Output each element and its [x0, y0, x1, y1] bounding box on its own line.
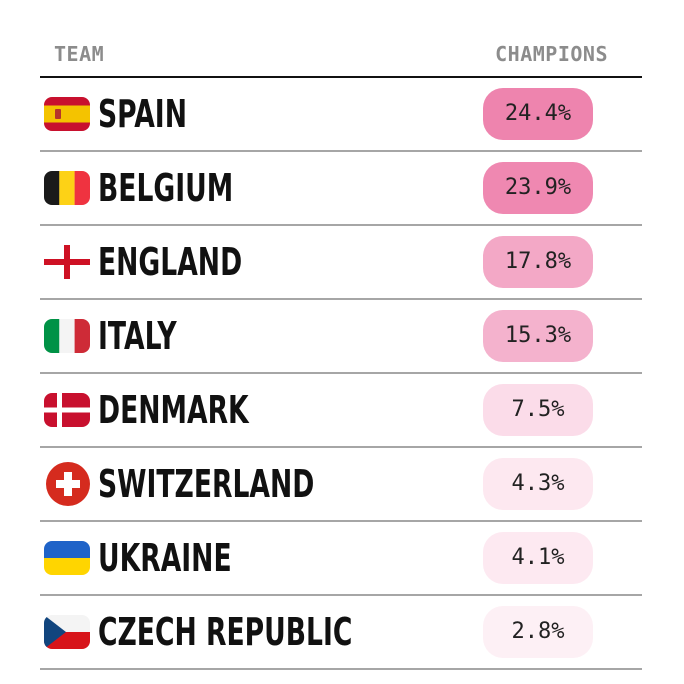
champions-percent-badge: 17.8%	[483, 236, 593, 288]
table-row: ENGLAND 17.8%	[40, 226, 642, 300]
table-row: CZECH REPUBLIC 2.8%	[40, 596, 642, 670]
denmark-flag-icon	[44, 393, 90, 427]
champions-percent-badge: 7.5%	[483, 384, 593, 436]
champions-percent-badge: 4.1%	[483, 532, 593, 584]
england-flag-icon	[44, 245, 90, 279]
team-name: ENGLAND	[98, 240, 243, 284]
champions-percent-badge: 15.3%	[483, 310, 593, 362]
table-row: ITALY 15.3%	[40, 300, 642, 374]
champions-percent-badge: 23.9%	[483, 162, 593, 214]
champions-percent-badge: 4.3%	[483, 458, 593, 510]
czech-republic-flag-icon	[44, 615, 90, 649]
team-name: SWITZERLAND	[98, 462, 315, 506]
table-row: DENMARK 7.5%	[40, 374, 642, 448]
team-column-header: TEAM	[54, 42, 105, 66]
champions-percent-badge: 24.4%	[483, 88, 593, 140]
spain-flag-icon	[44, 97, 90, 131]
team-name: BELGIUM	[98, 166, 234, 210]
team-name: CZECH REPUBLIC	[98, 610, 353, 654]
table-row: UKRAINE 4.1%	[40, 522, 642, 596]
team-name: ITALY	[98, 314, 177, 358]
table-row: SWITZERLAND 4.3%	[40, 448, 642, 522]
italy-flag-icon	[44, 319, 90, 353]
ukraine-flag-icon	[44, 541, 90, 575]
team-name: SPAIN	[98, 92, 187, 136]
switzerland-flag-icon	[46, 462, 90, 506]
belgium-flag-icon	[44, 171, 90, 205]
table-row: SPAIN 24.4%	[40, 78, 642, 152]
table-header: TEAM CHAMPIONS	[40, 38, 642, 78]
champions-table: TEAM CHAMPIONS SPAIN 24.4% BELGIUM 23.9%	[40, 38, 642, 670]
team-name: DENMARK	[98, 388, 249, 432]
champions-percent-badge: 2.8%	[483, 606, 593, 658]
champions-column-header: CHAMPIONS	[495, 42, 608, 66]
table-row: BELGIUM 23.9%	[40, 152, 642, 226]
team-name: UKRAINE	[98, 536, 232, 580]
